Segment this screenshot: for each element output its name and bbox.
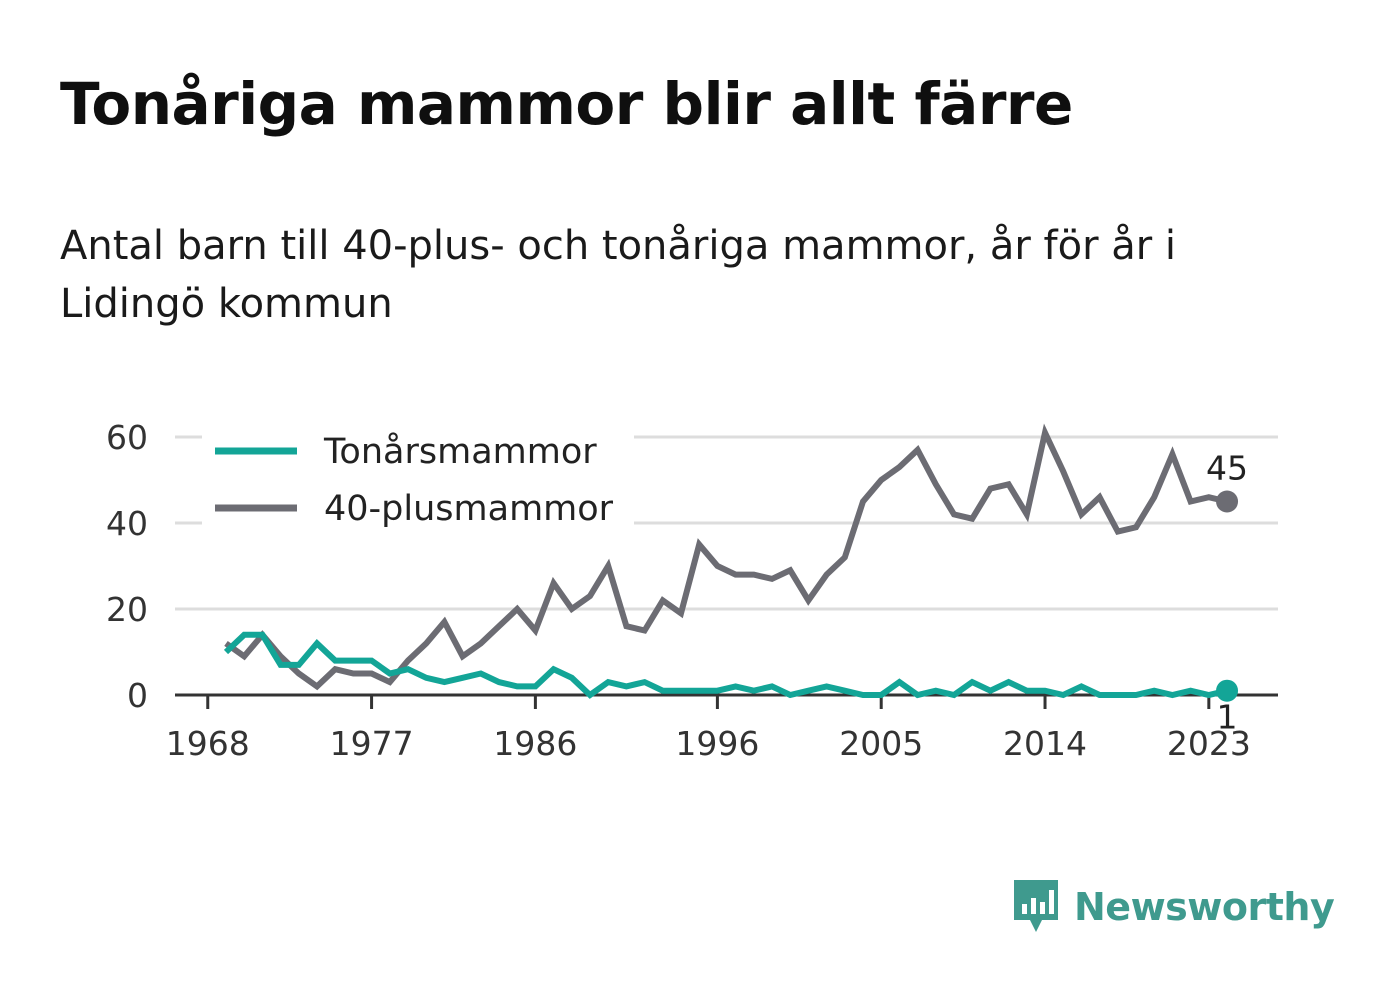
x-tick-label: 2014: [1003, 724, 1087, 763]
series-line-tonarsmammor: [223, 631, 1228, 699]
y-tick-label: 60: [106, 418, 148, 457]
y-tick-label: 40: [106, 504, 148, 543]
series-end-point: [1216, 490, 1239, 513]
y-axis-ticks: 0 20 40 60: [106, 418, 148, 715]
series-end-label: 45: [1206, 449, 1248, 488]
x-tick-label: 2023: [1167, 724, 1251, 763]
legend-label: 40-plusmammor: [324, 489, 614, 529]
series-end-point: [1216, 679, 1239, 702]
x-tick-label: 1996: [675, 724, 759, 763]
x-tick-label: 1968: [166, 724, 250, 763]
page-subtitle: Antal barn till 40-plus- och tonåriga ma…: [60, 223, 1177, 327]
x-tick-label: 1977: [330, 724, 414, 763]
x-tick-label: 1986: [493, 724, 577, 763]
newsworthy-logo-icon: [1014, 880, 1058, 932]
y-tick-label: 0: [127, 676, 148, 715]
series-lines: 45 1: [223, 423, 1248, 737]
legend: Tonårsmammor 40-plusmammor: [202, 428, 634, 542]
x-tick-label: 2005: [839, 724, 923, 763]
y-tick-label: 20: [106, 590, 148, 629]
series-end-label: 1: [1217, 698, 1238, 737]
x-axis-ticks: 1968 1977 1986 1996 2005 2014 2023: [166, 695, 1251, 763]
brand: Newsworthy: [1010, 876, 1335, 938]
legend-background: [202, 428, 634, 542]
series-line-40-plusmammor: [224, 423, 1228, 691]
legend-label: Tonårsmammor: [323, 431, 597, 472]
brand-name: Newsworthy: [1074, 885, 1335, 929]
page-title: Tonåriga mammor blir allt färre: [60, 70, 1073, 138]
